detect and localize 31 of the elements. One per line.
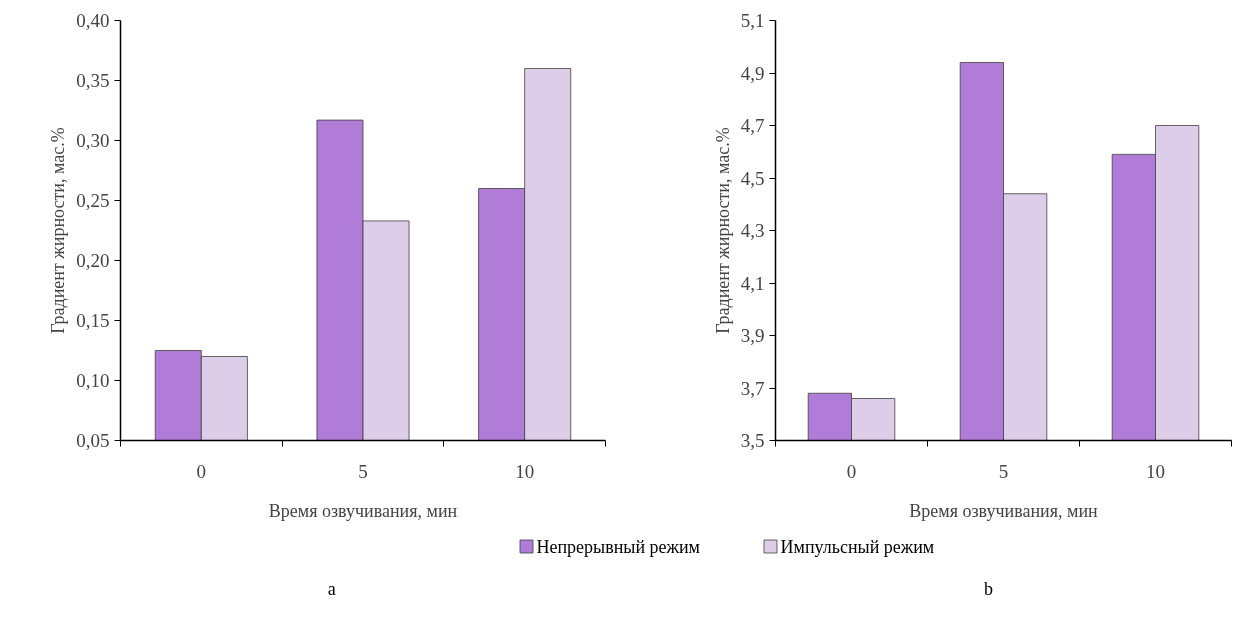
legend-label: Непрерывный режим: [536, 536, 701, 557]
x-tick-label: 0: [196, 460, 207, 482]
y-tick-label: 0,15: [76, 310, 110, 331]
x-tick-label: 10: [1146, 460, 1165, 482]
x-tick-label: 5: [998, 460, 1009, 482]
text: a: [327, 578, 336, 599]
y-tick-label: 3,5: [740, 430, 765, 451]
y-tick-label: 0,25: [76, 190, 110, 211]
y-tick-label: 4,1: [740, 272, 765, 294]
y-axis-title: Градиент жирности, мас.%: [48, 127, 69, 334]
y-tick-label: 4,5: [740, 167, 765, 189]
y-tick-label: 0,30: [76, 130, 110, 151]
y-tick-label: 0,05: [76, 430, 110, 451]
x-axis-title: Время озвучивания, мин: [909, 500, 1099, 521]
y-tick-label: 3,9: [740, 325, 765, 346]
legend-label: Импульсный режим: [780, 536, 935, 557]
y-tick-label: 0,40: [76, 10, 110, 31]
x-tick-label: 0: [846, 460, 857, 482]
y-tick-label: 4,7: [740, 115, 765, 136]
y-tick-label: 4,9: [740, 62, 765, 84]
y-tick-label: 0,35: [76, 70, 110, 91]
y-tick-label: 0,20: [76, 250, 110, 271]
y-tick-label: 4,3: [740, 220, 765, 241]
x-axis-title: Время озвучивания, мин: [268, 500, 458, 521]
y-tick-label: 3,7: [740, 377, 765, 399]
y-tick-label: 5,1: [740, 10, 765, 31]
text: b: [984, 578, 994, 599]
x-tick-label: 5: [358, 460, 368, 482]
y-axis-title: Градиент жирности, мас.%: [712, 127, 733, 334]
y-tick-label: 0,10: [76, 370, 110, 391]
x-tick-label: 10: [515, 460, 535, 482]
